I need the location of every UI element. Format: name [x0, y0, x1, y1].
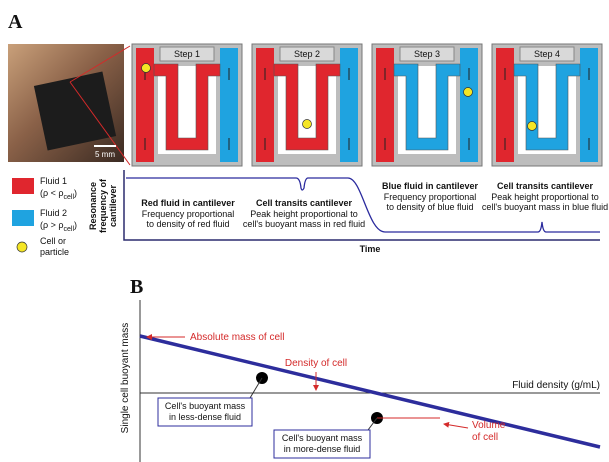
- legend-label: Fluid 1: [40, 176, 67, 186]
- legend-label: Fluid 2: [40, 208, 67, 218]
- cell: [464, 88, 473, 97]
- annotation: Volume: [472, 420, 506, 431]
- annotation-text: Frequency proportional: [384, 192, 477, 202]
- annotation-text: cell's buoyant mass in red fluid: [243, 219, 365, 229]
- leader: [250, 378, 262, 398]
- annotation: Absolute mass of cell: [190, 332, 285, 343]
- annotation-heading: Cell transits cantilever: [497, 181, 594, 191]
- relation: (ρ > ρ: [40, 220, 64, 230]
- figure: A 5 mm Step 1 Step 2 Step 3 Step 4 Fluid 1 (ρ <…: [0, 0, 609, 462]
- legend-relation: (ρ < ρcell): [40, 188, 77, 201]
- y-axis-label: Single cell buoyant mass: [120, 323, 131, 434]
- annotation-text: to density of blue fluid: [386, 202, 473, 212]
- y-axis-label-line: Resonance: [88, 182, 98, 230]
- legend-relation: (ρ > ρcell): [40, 220, 77, 233]
- legend-swatch: [12, 210, 34, 226]
- x-axis-label: Fluid density (g/mL): [512, 380, 600, 391]
- step-label: Step 3: [414, 49, 440, 59]
- step-label: Step 4: [534, 49, 560, 59]
- cell: [528, 122, 537, 131]
- legend-cell: [17, 242, 27, 252]
- annotation-text: Peak height proportional to: [491, 192, 599, 202]
- annotation-heading: Cell transits cantilever: [256, 198, 353, 208]
- annotation-text: Frequency proportional: [142, 209, 235, 219]
- relation: (ρ < ρ: [40, 188, 64, 198]
- step-label: Step 2: [294, 49, 320, 59]
- callout-text: Cell's buoyant mass: [165, 401, 246, 411]
- callout-text: in less-dense fluid: [169, 412, 241, 422]
- cell: [142, 64, 151, 73]
- annotation-text: cell's buoyant mass in blue fluid: [482, 202, 608, 212]
- annotation-text: Peak height proportional to: [250, 209, 358, 219]
- x-axis-label: Time: [360, 244, 381, 254]
- annotation-heading: Red fluid in cantilever: [141, 198, 235, 208]
- legend-label: Cell or: [40, 236, 66, 246]
- callout-text: Cell's buoyant mass: [282, 433, 363, 443]
- legend-label: particle: [40, 247, 69, 257]
- panel-letter: B: [130, 276, 143, 298]
- step-label: Step 1: [174, 49, 200, 59]
- annotation-text: to density of red fluid: [146, 219, 229, 229]
- annotation-heading: Blue fluid in cantilever: [382, 181, 479, 191]
- cell: [303, 120, 312, 129]
- panel-letter: A: [8, 11, 23, 33]
- annotation: of cell: [472, 432, 498, 443]
- scale-bar-label: 5 mm: [95, 150, 115, 159]
- annotation: Density of cell: [285, 358, 347, 369]
- callout-text: in more-dense fluid: [284, 444, 361, 454]
- subscript: cell: [64, 194, 75, 201]
- close: ): [74, 220, 77, 230]
- subscript: cell: [64, 226, 75, 233]
- y-axis-label-line: frequency of: [98, 178, 108, 233]
- arrow: [444, 424, 468, 428]
- close: ): [74, 188, 77, 198]
- y-axis-label-line: cantilever: [108, 184, 118, 227]
- legend-swatch: [12, 178, 34, 194]
